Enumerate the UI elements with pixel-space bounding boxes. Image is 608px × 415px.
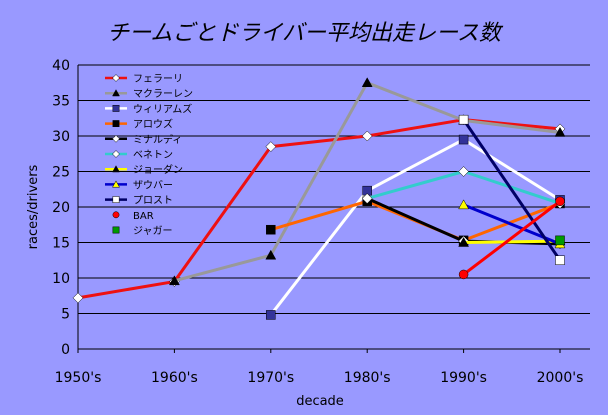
data-point [266,224,276,235]
x-tick-label: 1950's [55,370,102,386]
data-point [555,255,565,265]
data-point [458,269,469,280]
data-point [555,235,565,246]
legend-label: ベネトン [133,149,173,161]
legend-label: マクラーレン [133,88,193,100]
legend-marker [112,226,120,234]
series-line [463,239,561,244]
data-point [458,166,469,177]
legend-marker [112,211,120,219]
data-point [361,77,373,87]
legend-label: プロスト [133,195,173,207]
data-point [458,114,469,125]
y-tick-label: 35 [52,94,70,110]
legend-label: ミナルディ [133,133,182,146]
y-tick-label: 40 [52,58,70,74]
data-point [168,275,180,286]
data-point [554,126,566,137]
series-10 [458,196,565,280]
x-tick-label: 1980's [344,370,391,386]
y-tick-label: 30 [52,129,70,145]
legend-marker [112,89,120,97]
data-point [458,134,469,145]
x-tick-label: 1990's [440,370,487,386]
data-point [361,130,373,142]
legend-label: アロウズ [133,118,173,131]
series-11 [555,235,565,246]
y-tick-label: 15 [52,236,70,252]
y-tick-label: 0 [61,342,70,358]
x-tick-label: 2000's [537,370,584,386]
data-point [265,141,277,153]
data-point [458,236,470,247]
x-tick-label: 1970's [247,370,294,386]
chart-title: チームごとドライバー平均出走レース数 [107,21,504,46]
series-line [269,138,561,316]
y-axis-label: races/drivers [26,164,41,249]
legend-label: BAR [133,211,154,222]
legend-marker [112,120,120,127]
x-axis-label: decade [296,394,344,409]
legend-label: フェラーリ [133,73,183,85]
series-line [462,118,562,262]
data-point [72,292,84,304]
legend: フェラーリマクラーレンウィリアムズアロウズミナルディベネトンジョーダンザウバープ… [105,73,193,237]
legend-marker [112,150,120,158]
x-tick-label: 1960's [151,370,198,386]
legend-label: ザウバー [133,179,173,191]
legend-marker [112,196,120,203]
data-point [361,193,373,204]
series-line [462,200,561,276]
y-tick-label: 10 [52,271,70,287]
legend-marker [112,134,120,143]
data-point [266,310,276,320]
data-point [458,199,470,210]
y-tick-label: 25 [52,165,70,181]
legend-marker [112,105,120,112]
legend-marker [112,74,120,82]
y-tick-label: 5 [61,307,70,323]
series-9 [458,114,565,265]
legend-marker [112,165,120,173]
legend-label: ジャガー [133,225,173,237]
data-point [265,249,277,260]
legend-marker [112,180,120,188]
legend-label: ジョーダン [133,163,183,176]
legend-label: ウィリアムズ [133,102,192,115]
data-point [555,196,565,207]
y-tick-label: 20 [52,200,70,216]
